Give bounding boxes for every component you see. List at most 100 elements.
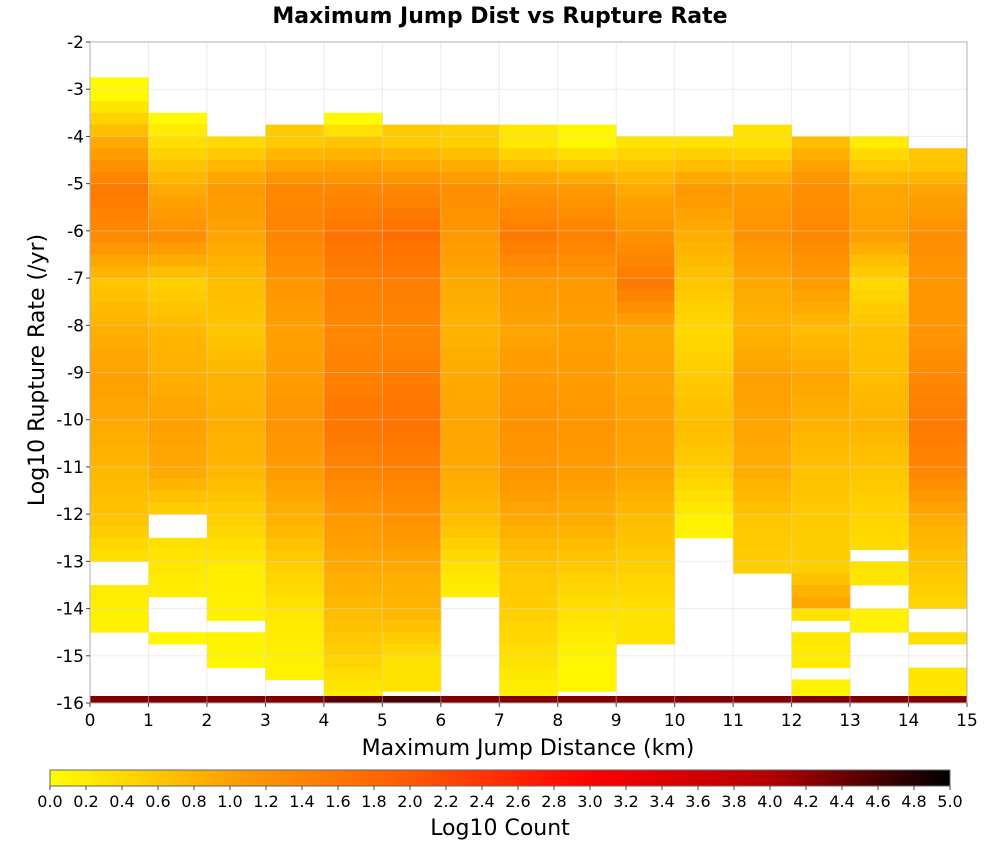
heatmap-cell (616, 419, 676, 433)
heatmap-cell (674, 348, 734, 362)
heatmap-cell (148, 124, 208, 137)
heatmap-cell (850, 396, 910, 409)
heatmap-cell (206, 313, 266, 326)
heatmap-cell (382, 549, 442, 562)
heatmap-cell (557, 278, 617, 291)
heatmap-cell (674, 502, 734, 515)
heatmap-cell (616, 160, 676, 173)
heatmap-cell (382, 620, 442, 633)
heatmap-cell (616, 136, 676, 149)
heatmap-cell (499, 348, 559, 362)
heatmap-cell (265, 195, 325, 208)
heatmap-cell (499, 537, 559, 551)
heatmap-cell (557, 573, 617, 586)
heatmap-cell (908, 679, 968, 692)
heatmap-cell (616, 230, 676, 244)
heatmap-cell (791, 360, 851, 373)
heatmap-cell (382, 148, 442, 161)
heatmap-cell (148, 360, 208, 373)
heatmap-cell (557, 514, 617, 527)
heatmap-cell (265, 160, 325, 173)
heatmap-cell (440, 171, 500, 185)
heatmap-cell (90, 325, 149, 338)
heatmap-cell (265, 124, 325, 137)
heatmap-cell (382, 278, 442, 291)
heatmap-cell (733, 136, 793, 149)
heatmap-cell (499, 407, 559, 421)
heatmap-cell (148, 254, 208, 267)
heatmap-cell (674, 396, 734, 409)
heatmap-cell (499, 278, 559, 291)
heatmap-cell (908, 502, 968, 515)
heatmap-cell (908, 148, 968, 161)
heatmap-cell (323, 419, 383, 433)
heatmap-cell (557, 620, 617, 633)
heatmap-cell (791, 136, 851, 149)
heatmap-cell (265, 537, 325, 551)
heatmap-cell (791, 171, 851, 185)
heatmap-cell (499, 620, 559, 633)
heatmap-cell (90, 384, 149, 397)
heatmap-cell (382, 242, 442, 255)
heatmap-cell (616, 348, 676, 362)
heatmap-cell (791, 431, 851, 444)
heatmap-cell (499, 384, 559, 397)
heatmap-cell (499, 183, 559, 196)
heatmap-cell (674, 360, 734, 373)
heatmap-cell (499, 643, 559, 657)
heatmap-cell (206, 230, 266, 244)
heatmap-cell (382, 478, 442, 492)
heatmap-cell (382, 407, 442, 421)
heatmap-cell (674, 337, 734, 350)
heatmap-cell (557, 230, 617, 244)
heatmap-cell (557, 431, 617, 444)
heatmap-cell (616, 502, 676, 515)
heatmap-cell (499, 696, 559, 703)
heatmap-cell (557, 584, 617, 598)
heatmap-cell (90, 313, 149, 326)
heatmap-cell (206, 431, 266, 444)
heatmap-cell (206, 372, 266, 385)
heatmap-cell (674, 278, 734, 291)
heatmap-cell (265, 183, 325, 196)
heatmap-cell (90, 289, 149, 303)
heatmap-cell (440, 301, 500, 314)
heatmap-cell (616, 148, 676, 161)
heatmap-cell (908, 455, 968, 468)
heatmap-cell (499, 667, 559, 680)
heatmap-cell (557, 301, 617, 314)
heatmap-cell (791, 584, 851, 598)
heatmap-cell (908, 466, 968, 480)
heatmap-cell (733, 537, 793, 551)
colorbar (49, 769, 951, 787)
heatmap-cell (206, 207, 266, 220)
heatmap-cell (206, 443, 266, 456)
heatmap-cell (90, 419, 149, 433)
heatmap-cell (733, 696, 793, 703)
heatmap-cell (791, 407, 851, 421)
heatmap-cell (557, 207, 617, 220)
heatmap-cell (499, 313, 559, 326)
heatmap-cell (148, 632, 208, 645)
x-tick-label: 11 (722, 711, 744, 731)
heatmap-cell (499, 289, 559, 303)
colorbar-tick-label: 3.0 (577, 792, 602, 811)
chart-title: Maximum Jump Dist vs Rupture Rate (272, 4, 727, 29)
heatmap-cell (499, 525, 559, 539)
heatmap-cell (323, 596, 383, 610)
heatmap-cell (440, 124, 500, 137)
heatmap-cell (908, 254, 968, 267)
colorbar-tick-label: 4.2 (793, 792, 818, 811)
heatmap-cell (265, 525, 325, 539)
heatmap-cell (206, 549, 266, 562)
heatmap-cell (382, 195, 442, 208)
heatmap-cell (733, 396, 793, 409)
heatmap-cell (674, 219, 734, 232)
x-tick-label: 3 (260, 711, 271, 731)
heatmap-cell (148, 537, 208, 551)
heatmap-cell (616, 313, 676, 326)
heatmap-cell (557, 466, 617, 480)
heatmap-cell (733, 313, 793, 326)
heatmap-cell (674, 514, 734, 527)
heatmap-cell (791, 325, 851, 338)
